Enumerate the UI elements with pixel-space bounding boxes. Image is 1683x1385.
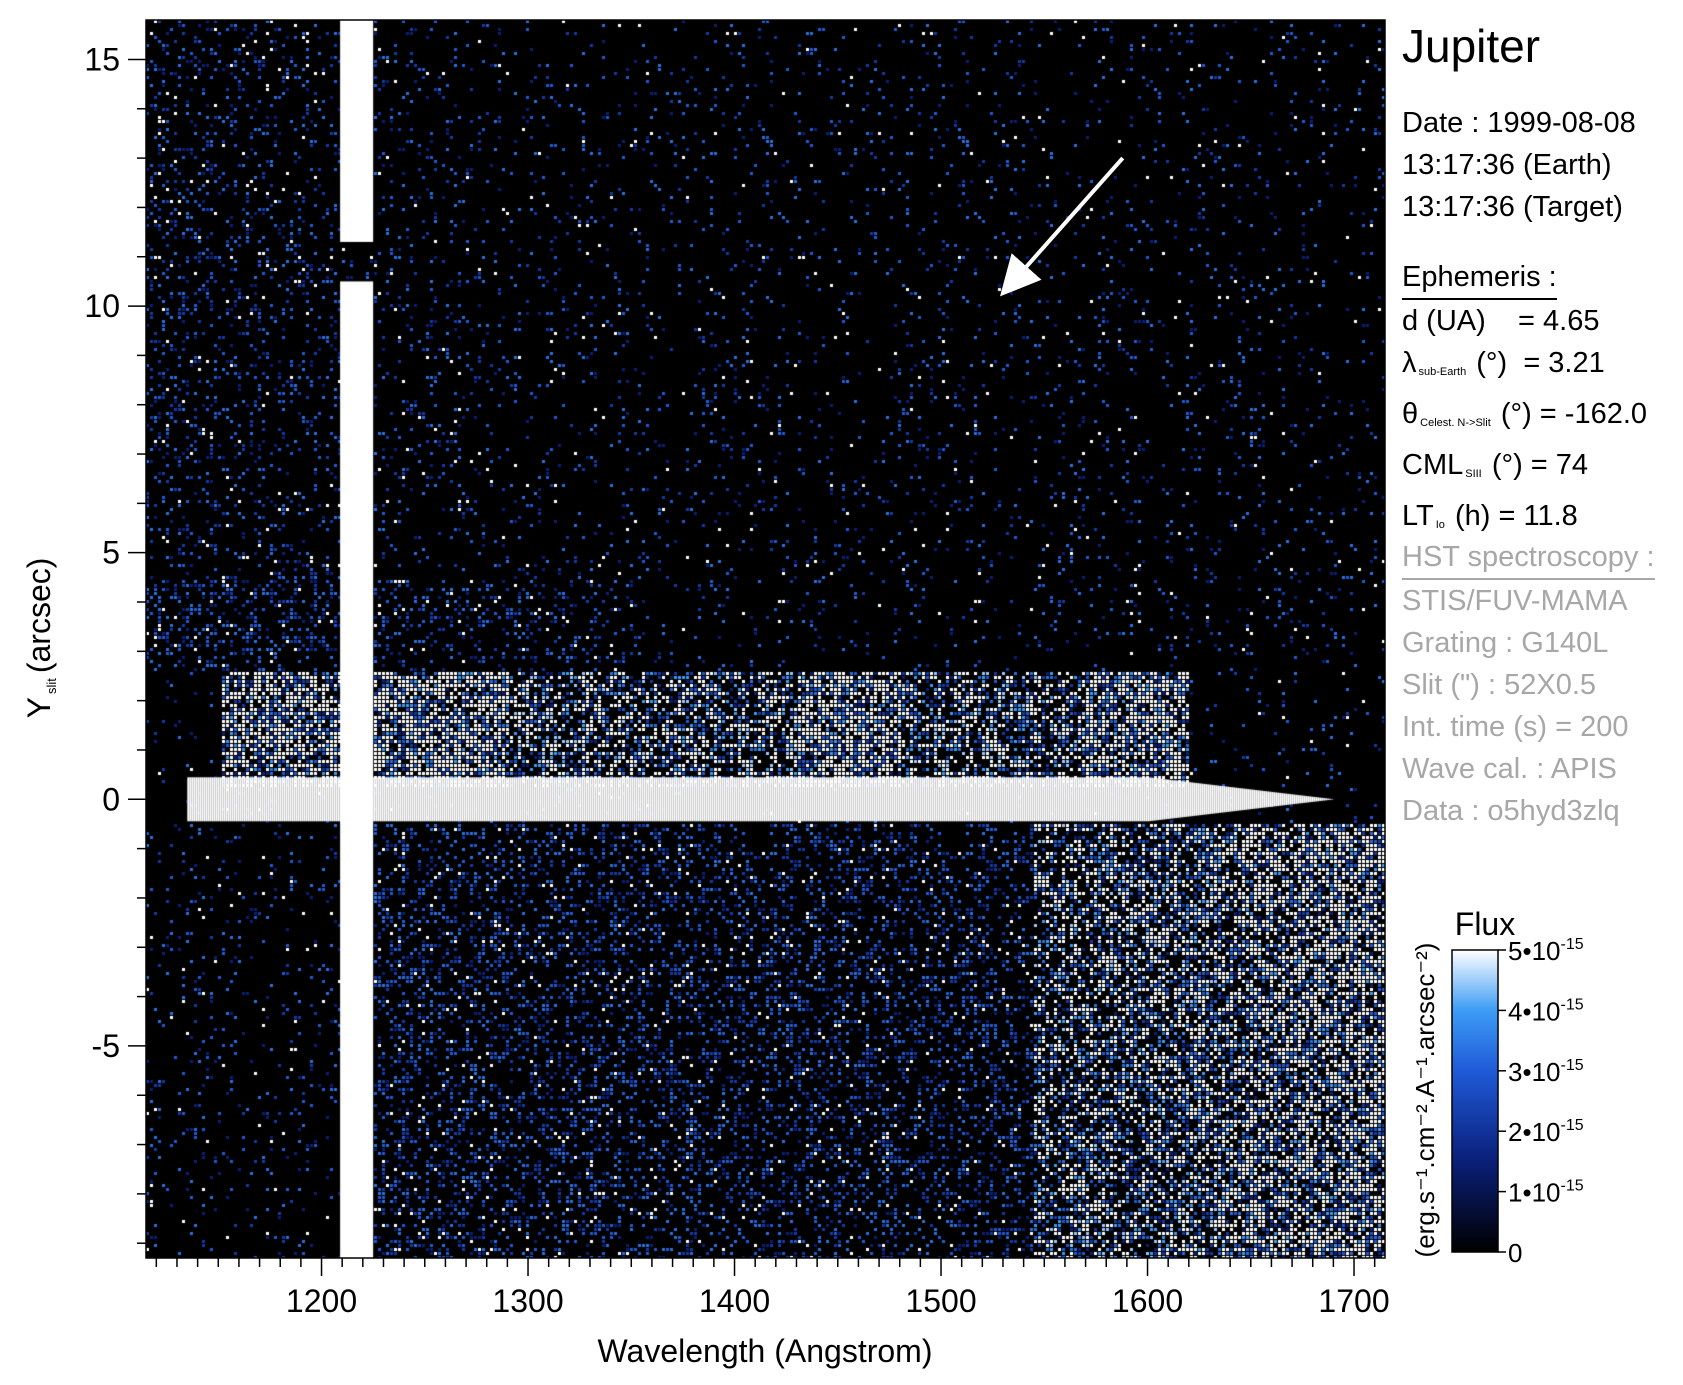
hst-int-time: Int. time (s) = 200 [1402, 711, 1629, 743]
y-axis-label: Yslit (arcsec) [21, 558, 59, 719]
x-axis: 1200 1300 1400 1500 1600 1700 [155, 1258, 1390, 1319]
y-tick-label: 0 [102, 781, 120, 817]
x-tick-label: 1500 [905, 1283, 976, 1319]
colorbar-tick-label: 4•10-15 [1508, 996, 1584, 1026]
hst-wave-cal: Wave cal. : APIS [1402, 753, 1617, 785]
colorbar-tick-label: 5•10-15 [1508, 936, 1584, 966]
cml-unit: (°) [1491, 449, 1523, 481]
ephemeris-cml: CML SIII (°) = 74 [1402, 444, 1647, 495]
hst-instrument: STIS/FUV-MAMA [1402, 585, 1628, 617]
hst-grating: Grating : G140L [1402, 627, 1609, 659]
plot-frame [145, 19, 1386, 1259]
annotation-arrow [1000, 156, 1125, 297]
colorbar-tick-label: 0 [1508, 1238, 1522, 1268]
y-tick-label: -5 [92, 1028, 120, 1064]
y-axis-label-unit: (arcsec) [21, 558, 57, 674]
distance-value: = 4.65 [1518, 305, 1600, 337]
y-axis: -5 0 5 10 15 [84, 41, 146, 1244]
theta-symbol: θ [1402, 398, 1419, 430]
y-tick-label: 10 [84, 288, 120, 324]
hst-slit: Slit (") : 52X0.5 [1402, 669, 1597, 701]
heatmap-image [146, 20, 1385, 1258]
cml-value: = 74 [1530, 449, 1589, 481]
x-tick-label: 1600 [1112, 1283, 1183, 1319]
ephemeris-lambda: λ sub-Earth (°) = 3.21 [1402, 342, 1647, 393]
ephemeris-lt: LT Io (h) = 11.8 [1402, 495, 1647, 546]
target-time-line: 13:17:36 (Target) [1402, 191, 1623, 223]
colorbar-ticks: 0 1•10-15 2•10-15 3•10-15 4•10-15 5•10-15 [1498, 936, 1584, 1268]
ephemeris-block: Ephemeris : d (UA) = 4.65 λ sub-Earth (°)… [1402, 256, 1647, 546]
colorbar-tick-label: 2•10-15 [1508, 1117, 1584, 1147]
x-axis-label: Wavelength (Angstrom) [598, 1333, 933, 1369]
hst-data-id: Data : o5hyd3zlq [1402, 795, 1620, 827]
lambda-symbol: λ [1402, 347, 1417, 379]
cml-sub: SIII [1465, 468, 1482, 480]
y-axis-label-sub: slit [44, 678, 59, 694]
y-axis-label-main: Y [21, 697, 57, 718]
colorbar [1451, 949, 1499, 1253]
colorbar-tick-label: 1•10-15 [1508, 1178, 1584, 1208]
x-tick-label: 1400 [699, 1283, 770, 1319]
theta-sub: Celest. N->Slit [1420, 417, 1491, 429]
distance-label: d (UA) [1402, 305, 1486, 337]
colorbar-tick-label: 3•10-15 [1508, 1057, 1584, 1087]
ephemeris-distance: d (UA) = 4.65 [1402, 300, 1647, 342]
y-tick-label: 15 [84, 41, 120, 77]
heatmap-pixels [146, 20, 1385, 1258]
hst-header: HST spectroscopy : [1402, 536, 1655, 580]
lambda-value: = 3.21 [1523, 347, 1605, 379]
lt-symbol: LT [1402, 500, 1434, 532]
colorbar-title: Flux [1455, 906, 1515, 942]
theta-unit: (°) [1500, 398, 1532, 430]
lt-value: = 11.8 [1498, 500, 1578, 532]
lambda-unit: (°) [1476, 347, 1508, 379]
date-line: Date : 1999-08-08 [1402, 107, 1636, 139]
ephemeris-theta: θ Celest. N->Slit (°) = -162.0 [1402, 393, 1647, 444]
lambda-sub: sub-Earth [1418, 366, 1467, 378]
earth-time-line: 13:17:36 (Earth) [1402, 149, 1612, 181]
planet-title: Jupiter [1402, 20, 1541, 72]
cml-symbol: CML [1402, 449, 1464, 481]
x-tick-label: 1700 [1318, 1283, 1389, 1319]
x-tick-label: 1200 [286, 1283, 357, 1319]
date-block: Date : 1999-08-08 13:17:36 (Earth) 13:17… [1402, 102, 1636, 228]
ephemeris-header: Ephemeris : [1402, 256, 1557, 300]
lt-sub: Io [1435, 519, 1445, 531]
hst-block: HST spectroscopy : STIS/FUV-MAMA Grating… [1402, 536, 1655, 832]
x-tick-label: 1300 [492, 1283, 563, 1319]
y-tick-label: 5 [102, 535, 120, 571]
theta-value: = -162.0 [1539, 398, 1648, 430]
lt-unit: (h) [1454, 500, 1491, 532]
colorbar-unit-label: (erg.s⁻¹.cm⁻².A⁻¹.arcsec⁻²) [1410, 943, 1440, 1258]
